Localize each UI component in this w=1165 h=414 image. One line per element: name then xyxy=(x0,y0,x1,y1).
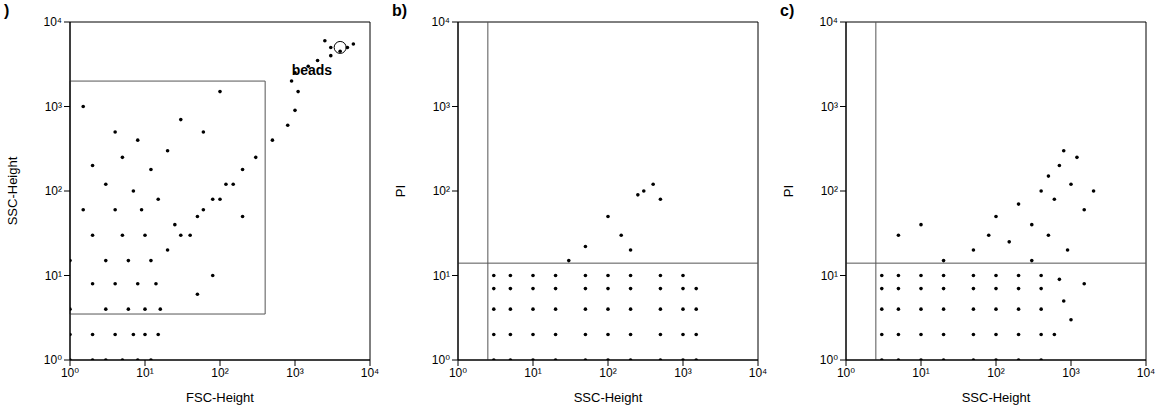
svg-text:10¹: 10¹ xyxy=(912,366,929,380)
svg-text:10⁰: 10⁰ xyxy=(432,353,450,367)
html-text:c): c) xyxy=(780,2,795,19)
svg-text:SSC-Height: SSC-Height xyxy=(962,390,1031,405)
svg-text:10⁰: 10⁰ xyxy=(44,353,62,367)
svg-text:10⁴: 10⁴ xyxy=(431,15,450,29)
svg-text:FSC-Height: FSC-Height xyxy=(186,390,254,405)
svg-text:10⁴: 10⁴ xyxy=(749,366,768,380)
svg-text:10⁴: 10⁴ xyxy=(43,15,62,29)
svg-text:10²: 10² xyxy=(433,184,450,198)
svg-text:10²: 10² xyxy=(599,366,616,380)
svg-text:10²: 10² xyxy=(821,184,838,198)
svg-text:10⁴: 10⁴ xyxy=(1137,366,1156,380)
svg-text:10¹: 10¹ xyxy=(433,269,450,283)
svg-text:10¹: 10¹ xyxy=(821,269,838,283)
svg-text:10¹: 10¹ xyxy=(524,366,541,380)
svg-text:10³: 10³ xyxy=(674,366,691,380)
svg-text:10³: 10³ xyxy=(433,100,450,114)
svg-text:beads: beads xyxy=(292,62,333,78)
html-text:b): b) xyxy=(392,2,408,19)
svg-text:10³: 10³ xyxy=(45,100,62,114)
svg-text:SSC-Height: SSC-Height xyxy=(8,156,20,225)
svg-text:10³: 10³ xyxy=(1062,366,1079,380)
svg-text:10⁰: 10⁰ xyxy=(837,366,855,380)
svg-text:PI: PI xyxy=(393,185,408,197)
svg-text:10²: 10² xyxy=(211,366,228,380)
svg-text:10¹: 10¹ xyxy=(136,366,153,380)
svg-text:10¹: 10¹ xyxy=(45,269,62,283)
svg-text:PI: PI xyxy=(781,185,796,197)
svg-text:10⁴: 10⁴ xyxy=(819,15,838,29)
svg-text:10³: 10³ xyxy=(286,366,303,380)
svg-text:10²: 10² xyxy=(987,366,1004,380)
svg-text:SSC-Height: SSC-Height xyxy=(574,390,643,405)
svg-text:10⁰: 10⁰ xyxy=(61,366,79,380)
svg-text:10⁰: 10⁰ xyxy=(449,366,467,380)
svg-text:10⁰: 10⁰ xyxy=(820,353,838,367)
svg-text:10²: 10² xyxy=(45,184,62,198)
svg-text:10⁴: 10⁴ xyxy=(361,366,380,380)
svg-text:10³: 10³ xyxy=(821,100,838,114)
